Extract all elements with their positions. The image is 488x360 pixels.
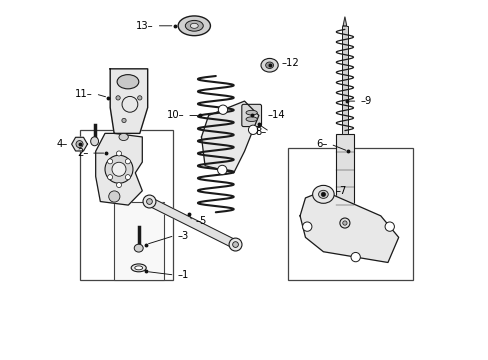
Polygon shape: [110, 69, 147, 134]
Circle shape: [116, 151, 121, 156]
Circle shape: [248, 125, 257, 134]
Circle shape: [217, 165, 226, 175]
Polygon shape: [300, 191, 398, 262]
Circle shape: [142, 195, 156, 208]
Circle shape: [342, 221, 346, 225]
Text: 6–: 6–: [316, 139, 327, 149]
Circle shape: [339, 218, 349, 228]
Bar: [80, 130, 172, 280]
Ellipse shape: [178, 16, 210, 36]
Ellipse shape: [261, 58, 278, 72]
Bar: [341, 26, 347, 134]
Circle shape: [116, 96, 120, 100]
Ellipse shape: [312, 185, 333, 203]
Circle shape: [105, 155, 133, 183]
Text: 11–: 11–: [75, 89, 93, 99]
Circle shape: [108, 191, 120, 202]
Ellipse shape: [134, 244, 143, 252]
Text: –1: –1: [177, 270, 188, 280]
Circle shape: [232, 242, 238, 247]
Circle shape: [107, 159, 112, 164]
Polygon shape: [343, 17, 346, 26]
Ellipse shape: [135, 266, 142, 270]
Bar: [287, 148, 412, 280]
Text: –3: –3: [177, 231, 188, 240]
FancyBboxPatch shape: [241, 104, 261, 127]
Circle shape: [267, 63, 271, 67]
Circle shape: [228, 238, 242, 251]
Circle shape: [350, 252, 360, 262]
Circle shape: [302, 222, 311, 231]
Circle shape: [384, 222, 394, 231]
Circle shape: [76, 141, 83, 148]
Text: 13–: 13–: [136, 21, 153, 31]
Circle shape: [146, 199, 152, 204]
Circle shape: [122, 118, 126, 123]
Bar: [335, 134, 353, 223]
Ellipse shape: [245, 117, 257, 122]
Polygon shape: [72, 137, 87, 151]
Polygon shape: [147, 198, 237, 248]
Circle shape: [116, 183, 121, 188]
Text: –7: –7: [335, 186, 346, 196]
Circle shape: [125, 175, 130, 180]
Circle shape: [107, 175, 112, 180]
Polygon shape: [96, 134, 142, 205]
Circle shape: [112, 162, 126, 176]
Circle shape: [125, 159, 130, 164]
Text: –12: –12: [281, 58, 299, 68]
Text: –14: –14: [266, 111, 284, 121]
Circle shape: [218, 105, 227, 114]
Ellipse shape: [117, 75, 139, 89]
Ellipse shape: [318, 190, 327, 198]
Ellipse shape: [265, 62, 273, 68]
Text: 2–: 2–: [77, 148, 88, 158]
Polygon shape: [201, 101, 258, 173]
Text: 8–: 8–: [255, 127, 266, 136]
Ellipse shape: [245, 110, 257, 115]
Ellipse shape: [131, 264, 146, 272]
Ellipse shape: [190, 23, 198, 28]
Circle shape: [321, 192, 325, 197]
Circle shape: [137, 96, 142, 100]
Text: 10–: 10–: [166, 111, 184, 121]
Bar: [113, 202, 163, 280]
Ellipse shape: [90, 137, 99, 146]
Ellipse shape: [185, 21, 203, 31]
Text: –5: –5: [195, 216, 206, 226]
Text: –9: –9: [360, 96, 371, 106]
Text: 4–: 4–: [56, 139, 67, 149]
Ellipse shape: [119, 134, 128, 140]
